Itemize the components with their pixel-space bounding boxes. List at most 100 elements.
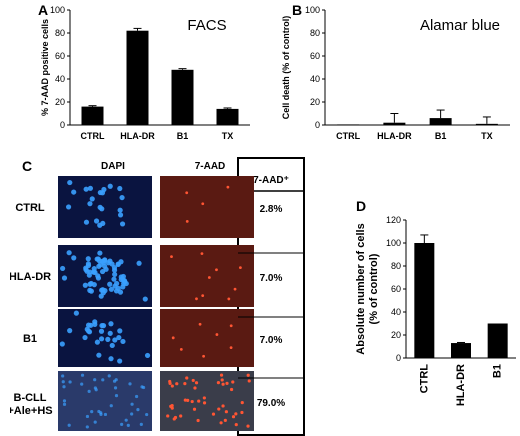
y-tick-label: 40 (391, 307, 401, 317)
y-tick-label: 60 (55, 51, 65, 61)
y-tick-label: 40 (55, 74, 65, 84)
aad-cell (191, 378, 195, 383)
dapi-cell (67, 328, 73, 334)
x-category-label: B1 (177, 131, 189, 141)
dapi-cell (113, 386, 118, 390)
dapi-cell (136, 260, 142, 266)
dapi-cell (128, 382, 132, 386)
dapi-cell (103, 412, 108, 417)
bar (171, 69, 194, 125)
y-axis-label: Cell death (% of control) (281, 16, 291, 120)
dapi-cell (61, 374, 65, 378)
dapi-cell (117, 289, 124, 295)
dapi-cell (126, 423, 130, 427)
dapi-cell (87, 389, 91, 393)
x-category-label: HLA-DR (455, 364, 467, 406)
y-axis-label: Absolute number of cells (355, 223, 367, 354)
aad-cell (246, 424, 250, 428)
aad-cell (186, 398, 190, 402)
aad-cell (194, 381, 199, 385)
aad-cell (231, 380, 235, 384)
aad-cell (229, 346, 233, 350)
dapi-cell (99, 206, 105, 212)
dapi-cell (96, 263, 102, 269)
dapi-cell (109, 404, 113, 408)
x-category-label: B1 (492, 364, 504, 378)
dapi-cell (85, 256, 91, 262)
dapi-cell (107, 374, 111, 378)
dapi-image (58, 371, 152, 431)
dapi-cell (97, 222, 103, 228)
y-tick-label: 120 (386, 215, 401, 225)
aad-cell (185, 219, 189, 223)
dapi-cell (67, 179, 73, 186)
dapi-cell (95, 256, 101, 262)
dapi-cell (105, 336, 111, 343)
aad-cell (233, 287, 237, 291)
dapi-cell (85, 414, 90, 419)
chart-a: 0 20 40 60 80 100 CTRL HLA-DR B1 TX FACS % 7-AAD po… (40, 5, 250, 141)
dapi-cell (105, 260, 112, 266)
aad-cell (229, 387, 234, 392)
aad-cell (171, 336, 175, 340)
aad-cell (202, 401, 207, 405)
x-category-label: CTRL (336, 131, 360, 141)
aad-cell (247, 379, 251, 383)
dapi-cell (120, 422, 124, 426)
dapi-cell (88, 288, 94, 294)
y-tick-label: 100 (386, 238, 401, 248)
dapi-cell (87, 185, 94, 191)
dapi-cell (109, 342, 115, 349)
x-category-label: TX (222, 131, 234, 141)
dapi-cell (130, 412, 134, 416)
aad-cell (201, 294, 205, 298)
aad-cell (234, 412, 238, 416)
row-label: CTRL (15, 202, 45, 214)
col-header-dapi: DAPI (101, 161, 125, 172)
dapi-cell (99, 190, 106, 196)
dapi-cell (91, 282, 97, 288)
aad-cell (179, 348, 183, 351)
row-label-sub: +Ale+HS (10, 405, 53, 417)
dapi-cell (101, 378, 105, 382)
aad-cell (224, 410, 228, 414)
aad-cell (202, 396, 206, 400)
aad-cell (183, 382, 187, 386)
aad-image (160, 245, 254, 307)
dapi-image (58, 309, 152, 367)
dapi-cell (87, 281, 93, 287)
dapi-cell (108, 286, 115, 292)
dapi-cell (107, 183, 113, 189)
dapi-cell (119, 194, 125, 201)
y-tick-label: 60 (310, 51, 320, 61)
pct-value: 7.0% (260, 273, 283, 284)
dapi-cell (61, 275, 68, 281)
dapi-cell (60, 265, 66, 272)
aad-cell (195, 297, 198, 301)
dapi-cell (144, 352, 151, 359)
aad-cell (207, 276, 211, 279)
dapi-cell (87, 201, 93, 207)
dapi-cell (90, 409, 94, 414)
dapi-cell (87, 269, 93, 275)
dapi-cell (141, 385, 146, 390)
y-tick-label: 100 (50, 5, 65, 15)
aad-cell (211, 412, 216, 416)
dapi-cell (99, 322, 105, 329)
dapi-cell (93, 420, 97, 424)
bar (414, 243, 435, 358)
x-category-label: CTRL (418, 364, 430, 394)
dapi-cell (114, 394, 119, 398)
panel-letter-d: D (356, 198, 367, 214)
dapi-cell (68, 380, 72, 384)
bar (216, 108, 239, 125)
dapi-cell (96, 352, 102, 358)
aad-cell (168, 379, 172, 384)
dapi-cell (124, 418, 128, 422)
dapi-cell (85, 425, 89, 429)
dapi-cell (101, 257, 108, 263)
x-category-label: HLA-DR (377, 131, 412, 141)
dapi-image (58, 245, 152, 307)
pct-value: 2.8% (260, 204, 283, 215)
dapi-cell (113, 288, 120, 294)
